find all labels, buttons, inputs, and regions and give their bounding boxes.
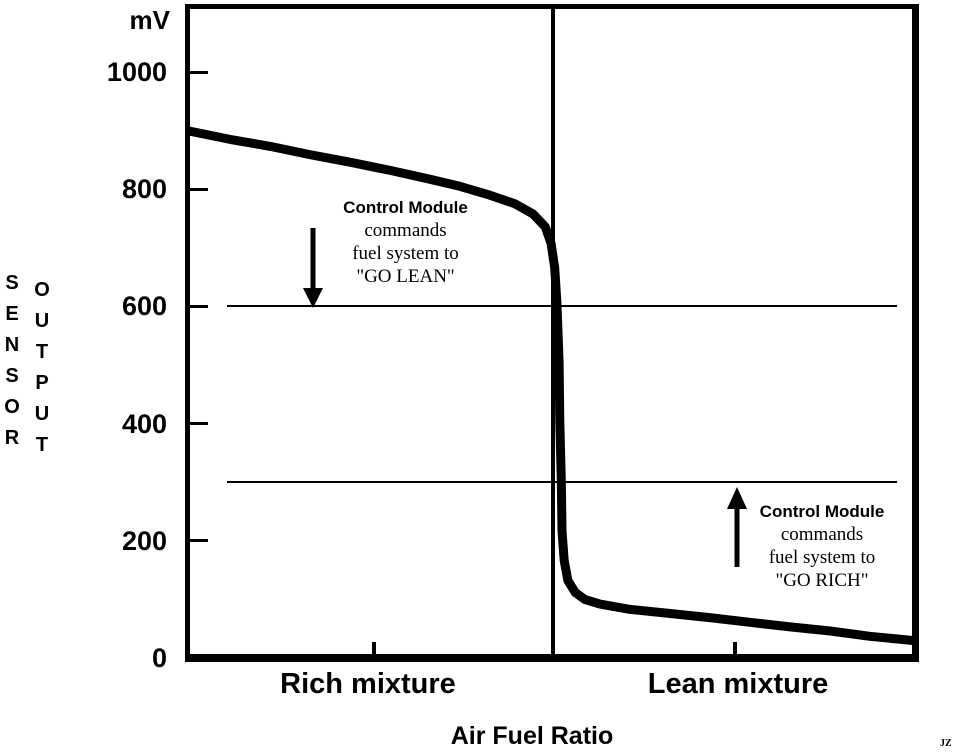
y-tick-label-800: 800 [121, 174, 167, 205]
y-tick-label-0: 0 [151, 643, 167, 673]
y-tick-label-400: 400 [121, 408, 167, 439]
y-tick-label-1000: 1000 [106, 57, 167, 87]
y-tick-label-200: 200 [121, 525, 167, 556]
annotation-go-rich-line1: Control Module [759, 502, 885, 521]
y-tick-label-600: 600 [121, 291, 167, 322]
y-axis-title-word-sensor: SENSOR [1, 272, 23, 458]
threshold-line-300mv [227, 481, 897, 484]
x-region-label-rich: Rich mixture [280, 668, 456, 700]
x-axis-tick-lean [733, 642, 737, 656]
annotation-go-rich-line3: fuel system to [768, 547, 876, 568]
y-axis-title-word-output: OUTPUT [31, 279, 53, 465]
annotation-go-lean-line4: "GO LEAN" [356, 266, 455, 287]
x-axis-title: Air Fuel Ratio [450, 722, 614, 750]
threshold-line-600mv [227, 305, 897, 308]
x-region-label-lean: Lean mixture [647, 668, 829, 700]
annotation-go-rich-line4: "GO RICH" [775, 570, 869, 591]
artist-initials: JZ [940, 738, 952, 749]
annotation-go-lean-line2: commands [364, 220, 447, 241]
y-tick-mark-1000 [190, 70, 208, 74]
annotation-go-rich-line2: commands [780, 524, 864, 545]
x-axis-tick-rich [372, 642, 376, 656]
stoichiometric-divider-line [551, 9, 555, 654]
y-axis-title: SENSOR OUTPUT [1, 272, 53, 465]
annotation-go-lean-line1: Control Module [343, 198, 468, 217]
y-axis-unit-label: mV [129, 5, 170, 35]
annotation-go-lean-line3: fuel system to [352, 243, 459, 264]
annotation-go-rich: Control Module commands fuel system to "… [742, 500, 902, 592]
annotation-go-lean: Control Module commands fuel system to "… [323, 196, 488, 288]
